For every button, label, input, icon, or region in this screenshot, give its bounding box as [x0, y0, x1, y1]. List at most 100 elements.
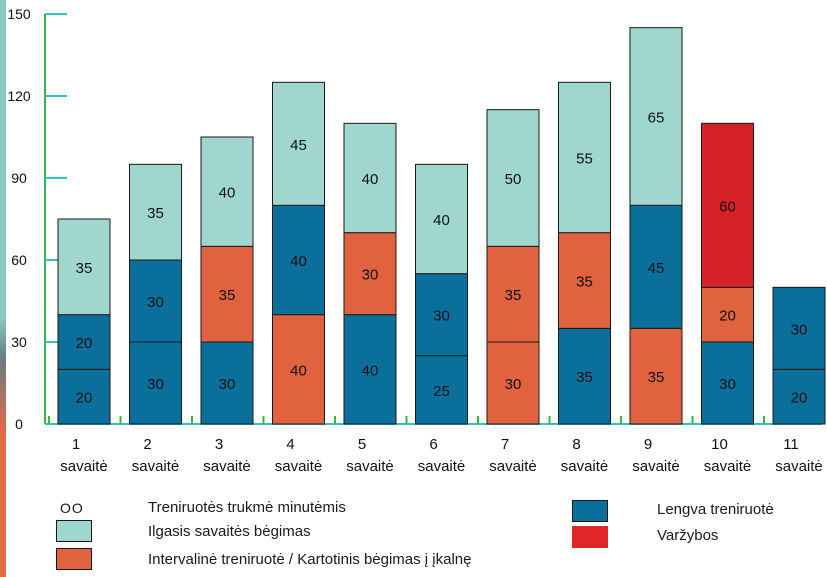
y-tick-label: 120 — [7, 88, 31, 104]
bar-segment-easy — [701, 341, 754, 425]
data-label: 40 — [219, 185, 236, 202]
x-tick-label-number: 7 — [501, 436, 509, 453]
bar-segment-interval — [558, 232, 611, 329]
legend-swatch-easy — [572, 500, 608, 522]
bar-segment-interval — [629, 327, 683, 425]
bar-segment-easy — [200, 341, 254, 425]
data-label: 55 — [576, 151, 593, 168]
legend-swatch-interval — [56, 548, 92, 570]
x-tick-label-week: savaitė — [275, 458, 323, 475]
data-label: 30 — [147, 294, 164, 311]
legend-race-label: Varžybos — [657, 527, 719, 544]
data-label: 35 — [576, 274, 593, 291]
bar-segment-easy — [129, 259, 182, 343]
legend-swatch-long-run — [56, 520, 92, 542]
background-photo-edge — [0, 0, 6, 577]
bar-segment-easy — [343, 314, 397, 425]
data-label: 40 — [433, 212, 450, 229]
x-tick-label-week: savaitė — [704, 458, 752, 475]
x-tick-label-week: savaitė — [203, 458, 251, 475]
data-label: 30 — [505, 376, 522, 393]
legend-easy-label: Lengva treniruotė — [657, 501, 774, 518]
x-tick-label-number: 1 — [72, 436, 80, 453]
x-tick-label-number: 3 — [215, 436, 223, 453]
bar-segment-long — [629, 27, 683, 206]
bar-segment-interval — [486, 245, 540, 343]
bar-segment-easy — [129, 341, 182, 425]
x-tick-label-week: savaitė — [632, 458, 680, 475]
data-label: 40 — [362, 171, 379, 188]
data-label: 35 — [76, 260, 93, 277]
bar-segment-easy — [272, 204, 325, 316]
x-tick-label-number: 6 — [429, 436, 437, 453]
data-label: 60 — [719, 198, 736, 215]
legend-interval-label: Intervalinė treniruotė / Kartotinis bėgi… — [148, 551, 472, 568]
data-label: 30 — [791, 321, 808, 338]
x-tick-label-week: savaitė — [346, 458, 394, 475]
data-label: 45 — [290, 137, 307, 154]
data-label: 20 — [719, 308, 736, 325]
legend-minutes-label: Treniruotės trukmė minutėmis — [148, 499, 346, 516]
bar-segment-easy — [57, 368, 111, 425]
bar-segment-easy — [558, 327, 611, 425]
bar-segment-easy — [772, 368, 826, 425]
data-label: 35 — [147, 205, 164, 222]
x-tick-label-week: savaitė — [489, 458, 537, 475]
x-tick-label-number: 11 — [783, 436, 799, 453]
x-tick-label-number: 8 — [572, 436, 580, 453]
data-label: 40 — [362, 362, 379, 379]
bar-segment-race — [701, 122, 754, 288]
x-tick-label-number: 9 — [644, 436, 652, 453]
bar-segment-interval — [200, 245, 254, 343]
legend-long-run-label: Ilgasis savaitės bėgimas — [148, 523, 311, 540]
minutes-symbol: OO — [60, 500, 84, 516]
x-tick-label-number: 10 — [711, 436, 728, 453]
x-tick-label-number: 2 — [143, 436, 151, 453]
data-label: 20 — [76, 390, 93, 407]
data-label: 65 — [648, 110, 665, 127]
x-tick-label-number: 5 — [358, 436, 366, 453]
y-tick-label: 60 — [11, 252, 27, 268]
bar-segment-long — [343, 122, 397, 234]
data-label: 30 — [433, 308, 450, 325]
y-tick-label: 150 — [7, 6, 31, 22]
legend-swatch-race — [572, 526, 608, 548]
data-label: 20 — [76, 335, 93, 352]
bar-segment-long — [272, 81, 325, 206]
data-label: 50 — [505, 171, 522, 188]
bar-segment-long — [415, 163, 468, 275]
bar-segment-easy — [415, 273, 468, 357]
data-label: 35 — [505, 287, 522, 304]
y-tick-label: 90 — [11, 170, 27, 186]
bar-segment-long — [129, 163, 182, 261]
y-tick-label: 30 — [11, 334, 27, 350]
data-label: 30 — [147, 376, 164, 393]
bar-segment-long — [200, 136, 254, 247]
data-label: 40 — [290, 362, 307, 379]
bar-segment-easy — [57, 314, 111, 370]
x-tick-label-week: savaitė — [775, 458, 823, 475]
bar-segment-interval — [272, 314, 325, 425]
bar-segment-long — [558, 81, 611, 234]
x-tick-label-week: savaitė — [418, 458, 466, 475]
bar-segment-interval — [701, 286, 754, 343]
data-label: 20 — [791, 390, 808, 407]
data-label: 25 — [433, 383, 450, 400]
y-tick-label: 0 — [15, 416, 23, 432]
bar-segment-interval — [486, 341, 540, 425]
bar-segment-easy — [415, 355, 468, 425]
data-label: 30 — [362, 267, 379, 284]
x-tick-label-number: 4 — [286, 436, 294, 453]
bar-segment-long — [486, 109, 540, 247]
data-label: 40 — [290, 253, 307, 270]
x-tick-label-week: savaitė — [561, 458, 609, 475]
data-label: 35 — [219, 287, 236, 304]
data-label: 30 — [719, 376, 736, 393]
x-tick-label-week: savaitė — [132, 458, 180, 475]
bar-segment-long — [57, 218, 111, 316]
bar-segment-easy — [772, 286, 826, 370]
data-label: 35 — [648, 369, 665, 386]
data-label: 30 — [219, 376, 236, 393]
x-tick-label-week: savaitė — [60, 458, 108, 475]
